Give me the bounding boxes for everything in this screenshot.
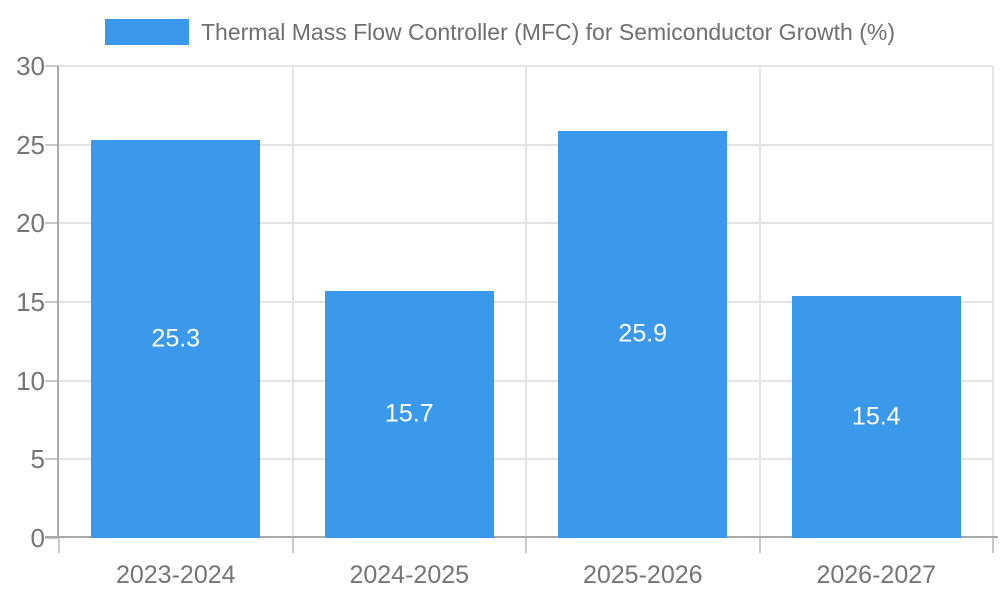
x-axis-tick <box>758 538 761 553</box>
x-axis-label: 2025-2026 <box>582 561 703 589</box>
y-axis-tick <box>45 143 59 146</box>
chart-legend[interactable]: Thermal Mass Flow Controller (MFC) for S… <box>0 18 1000 46</box>
x-axis-tick <box>525 538 527 553</box>
bar-2026-2027[interactable] <box>791 295 961 538</box>
x-axis-line <box>45 536 998 538</box>
bar-2024-2025[interactable] <box>324 290 494 538</box>
gridline-vertical <box>525 66 527 538</box>
y-axis-label: 25 <box>16 129 45 160</box>
legend-label: Thermal Mass Flow Controller (MFC) for S… <box>201 19 895 45</box>
y-axis-label: 5 <box>30 444 45 475</box>
y-axis-line <box>57 66 59 538</box>
x-axis-label: 2024-2025 <box>349 561 470 589</box>
y-axis-label: 0 <box>30 523 45 553</box>
bar-value-label: 15.7 <box>384 399 434 428</box>
y-axis-tick <box>45 458 59 461</box>
y-axis-label: 30 <box>16 51 45 81</box>
y-axis-tick <box>45 222 59 225</box>
y-axis-label: 20 <box>16 208 45 239</box>
x-axis-tick <box>992 538 994 553</box>
legend-swatch <box>105 19 189 45</box>
bar-2025-2026[interactable] <box>558 130 728 538</box>
y-axis-tick <box>45 537 59 539</box>
bar-value-label: 25.9 <box>618 319 668 348</box>
y-axis-tick <box>45 301 59 303</box>
x-axis-tick <box>291 538 294 553</box>
x-axis-tick <box>58 538 60 553</box>
x-axis-label: 2023-2024 <box>115 561 236 589</box>
y-axis-tick <box>45 379 59 382</box>
bar-value-label: 15.4 <box>851 402 901 431</box>
x-axis-label: 2026-2027 <box>816 561 937 589</box>
y-axis-tick <box>45 65 59 67</box>
gridline-vertical <box>992 66 994 538</box>
gridline-vertical <box>758 66 761 538</box>
y-axis-label: 15 <box>16 287 45 317</box>
gridline-vertical <box>291 66 294 538</box>
bar-2023-2024[interactable] <box>91 139 261 538</box>
y-axis-label: 10 <box>16 365 45 396</box>
bar-value-label: 25.3 <box>151 324 201 353</box>
